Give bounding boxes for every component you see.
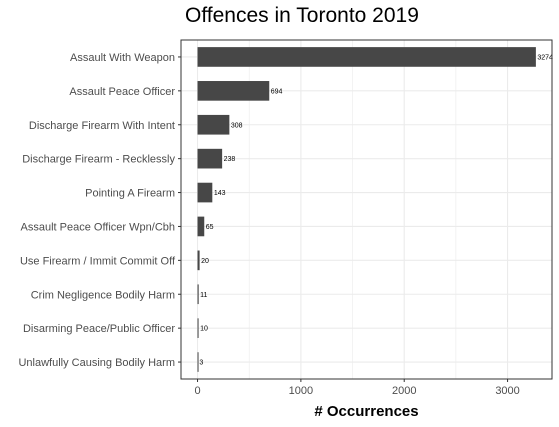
x-axis-title: # Occurrences [314,403,418,420]
x-tick-label: 0 [194,385,200,397]
chart-title: Offences in Toronto 2019 [185,4,419,27]
x-axis-ticks: 0 1000 2000 3000 [194,379,520,397]
y-tick-label: Crim Negligence Bodily Harm [31,289,175,301]
bar-value-label: 238 [224,156,236,163]
bar-value-label: 308 [231,122,243,129]
x-tick-label: 2000 [392,385,416,397]
y-tick-label: Use Firearm / Immit Commit Off [20,255,176,267]
bar [197,182,213,203]
bars [197,47,536,372]
data-labels: 3274 694 308 238 143 65 20 11 10 3 [199,54,553,366]
y-axis-ticks: Assault With Weapon Assault Peace Officer… [18,52,181,369]
bar [197,81,270,101]
panel-border [180,39,553,380]
bar [197,318,199,338]
bar [197,352,199,372]
bar [197,47,536,67]
bar-value-label: 10 [200,326,208,333]
x-tick-label: 3000 [495,385,519,397]
grid-lines [181,40,552,379]
bar [197,250,200,271]
bar [197,114,230,135]
y-tick-label: Pointing A Firearm [85,188,175,200]
bar-value-label: 65 [206,224,214,231]
x-tick-label: 1000 [289,385,313,397]
bar [197,216,205,237]
bar-value-label: 20 [201,258,209,265]
bar [197,284,199,305]
y-tick-label: Discharge Firearm With Intent [29,120,175,132]
y-tick-label: Assault With Weapon [70,52,175,64]
y-tick-label: Unlawfully Causing Bodily Harm [18,357,175,369]
y-tick-label: Disarming Peace/Public Officer [23,323,175,335]
bar-value-label: 143 [214,190,226,197]
bar-value-label: 694 [271,88,283,95]
bar-value-label: 3274 [537,54,553,61]
y-tick-label: Assault Peace Officer [69,86,175,98]
bar [197,148,223,169]
y-tick-label: Discharge Firearm - Recklessly [22,154,175,166]
y-tick-label: Assault Peace Officer Wpn/Cbh [21,221,175,233]
bar-value-label: 3 [199,360,203,367]
bar-value-label: 11 [200,292,207,299]
